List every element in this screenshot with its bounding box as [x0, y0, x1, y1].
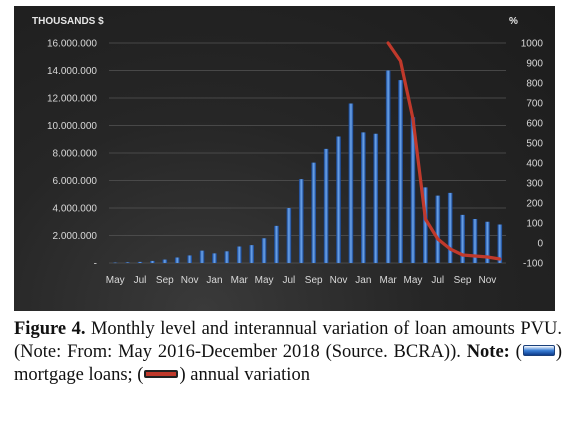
line-series — [386, 41, 502, 261]
annual-variation-swatch-icon — [144, 369, 179, 378]
x-tick-label: Mar — [380, 275, 398, 286]
bar — [125, 262, 130, 263]
bar — [348, 103, 354, 263]
left-axis-unit: THOUSANDS $ — [32, 16, 104, 27]
right-y-tick-label: 700 — [526, 99, 543, 110]
bar-series — [112, 70, 503, 264]
right-y-tick-label: 200 — [526, 199, 543, 210]
left-y-tick-label: 2.000.000 — [53, 231, 98, 242]
right-y-tick-label: 900 — [526, 59, 543, 70]
x-tick-label: Nov — [330, 275, 348, 286]
left-y-ticks: - 2.000.000 4.000.000 6.000.000 8.000.000 10.… — [47, 39, 97, 270]
bar — [447, 192, 453, 263]
bar — [460, 214, 465, 263]
right-y-ticks: -100 0 100 200 300 400 500 600 700 800 900 1000 — [521, 39, 544, 270]
left-y-tick-label: 10.000.000 — [47, 121, 97, 132]
left-y-tick-label: 6.000.000 — [53, 176, 98, 187]
x-tick-label: Sep — [454, 275, 472, 286]
x-tick-label: May — [255, 275, 274, 286]
bar — [497, 224, 503, 263]
bar — [236, 246, 242, 263]
bar — [485, 221, 490, 263]
x-tick-label: Sep — [305, 275, 323, 286]
right-y-tick-label: 1000 — [521, 39, 544, 50]
bar — [336, 136, 341, 263]
bar — [249, 245, 255, 263]
combo-chart: THOUSANDS $ % - 2.000.000 4.000.000 6.000.0… — [32, 16, 544, 286]
left-y-tick-label: 14.000.000 — [47, 66, 97, 77]
chart-panel: THOUSANDS $ % - 2.000.000 4.000.000 6.000.0… — [14, 6, 555, 311]
caption-text: Monthly level and interannual variation … — [14, 319, 562, 362]
note-label: Note: — [466, 342, 510, 362]
x-tick-label: Nov — [181, 275, 199, 286]
left-y-tick-label: 8.000.000 — [53, 149, 98, 160]
figure-label: Figure 4. — [14, 319, 86, 339]
bar — [150, 260, 155, 263]
bar — [286, 208, 292, 263]
right-axis-unit: % — [509, 16, 518, 27]
x-tick-label: Jan — [206, 275, 222, 286]
bar — [385, 70, 391, 263]
bar — [224, 251, 230, 263]
bar — [212, 253, 217, 263]
right-y-tick-label: 800 — [526, 79, 543, 90]
x-tick-label: Jul — [431, 275, 444, 286]
right-y-tick-label: 600 — [526, 119, 543, 130]
left-y-tick-label: 4.000.000 — [53, 204, 98, 215]
x-tick-label: Nov — [478, 275, 496, 286]
bar — [410, 117, 416, 263]
bar — [174, 257, 180, 263]
bar — [323, 148, 329, 263]
bar — [472, 219, 478, 263]
right-y-tick-label: 300 — [526, 179, 543, 190]
bar — [398, 80, 403, 263]
x-tick-label: Jul — [134, 275, 147, 286]
x-tick-label: Mar — [231, 275, 249, 286]
caption-open-paren: ( — [509, 342, 522, 362]
right-y-tick-label: -100 — [523, 259, 543, 270]
right-y-tick-label: 500 — [526, 139, 543, 150]
mortgage-loans-swatch-icon — [522, 345, 555, 357]
x-ticks: May Jul Sep Nov Jan Mar May Jul Sep Nov Jan Mar May J… — [106, 275, 497, 286]
figure-caption: Figure 4. Monthly level and interannual … — [14, 318, 562, 387]
right-y-tick-label: 400 — [526, 159, 543, 170]
x-tick-label: Sep — [156, 275, 174, 286]
series1-legend-text: ) mortgage loans; ( — [14, 342, 562, 385]
annual-variation-line — [386, 41, 502, 261]
bar — [261, 238, 267, 263]
x-tick-label: May — [106, 275, 125, 286]
bar — [187, 255, 192, 263]
bar — [162, 259, 168, 263]
series2-legend-text: ) annual variation — [179, 365, 310, 385]
bar — [360, 132, 366, 263]
bar — [112, 262, 118, 264]
x-tick-label: Jan — [355, 275, 371, 286]
bar — [298, 179, 304, 263]
bar — [199, 250, 205, 263]
left-y-tick-label: 16.000.000 — [47, 39, 97, 50]
bar — [435, 195, 441, 263]
bar — [423, 187, 428, 263]
right-y-tick-label: 100 — [526, 219, 543, 230]
bar — [373, 133, 379, 263]
bar — [274, 225, 279, 263]
x-tick-label: Jul — [282, 275, 295, 286]
left-y-tick-label: 12.000.000 — [47, 94, 97, 105]
gridlines — [109, 42, 506, 264]
right-y-tick-label: 0 — [537, 239, 543, 250]
left-y-tick-label: - — [94, 259, 97, 270]
bar — [311, 162, 317, 263]
x-tick-label: May — [404, 275, 423, 286]
bar — [137, 261, 143, 263]
